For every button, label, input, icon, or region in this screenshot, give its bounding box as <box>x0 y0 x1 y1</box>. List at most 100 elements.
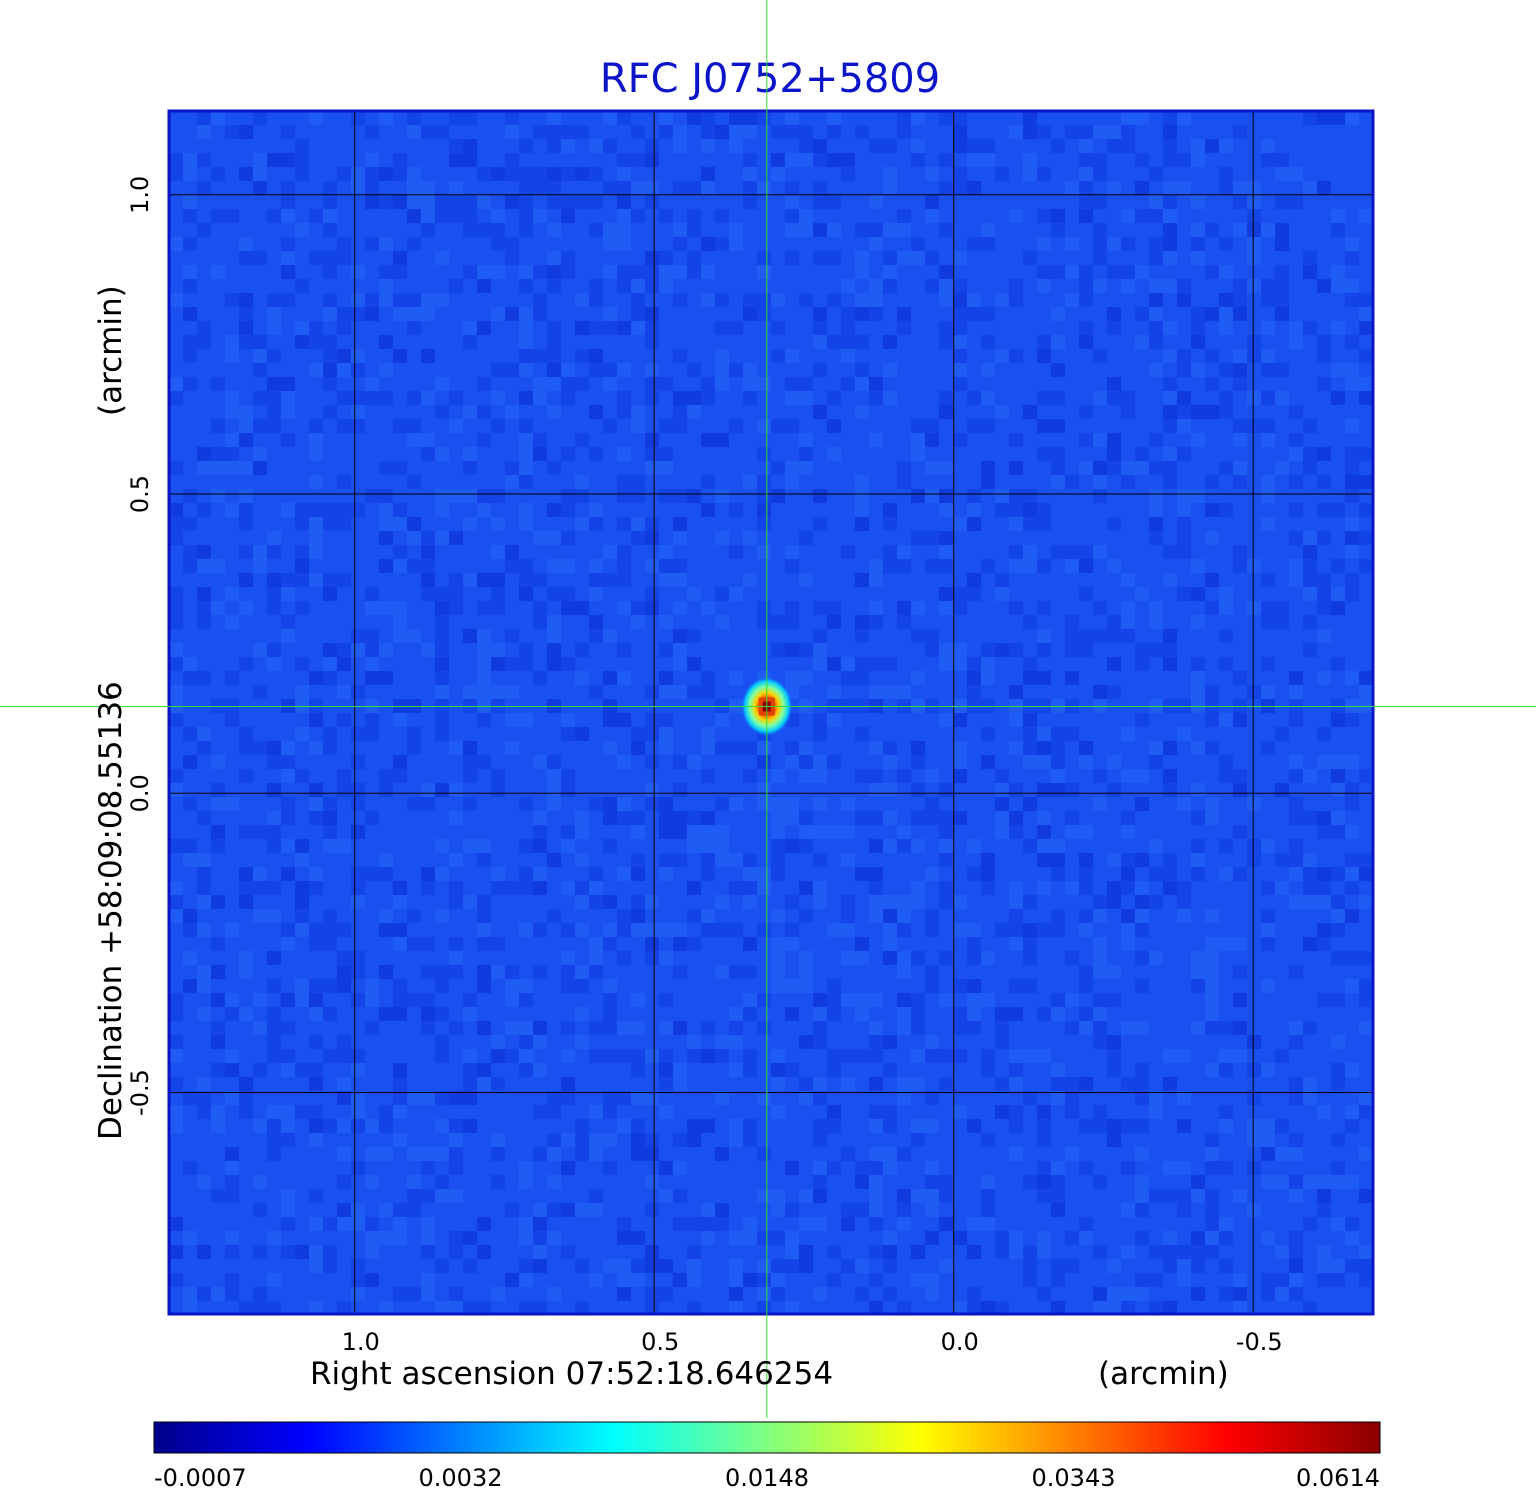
noise-cell <box>1345 1231 1359 1245</box>
noise-cell <box>1205 139 1219 153</box>
noise-cell <box>855 1049 869 1063</box>
noise-cell <box>1051 419 1065 433</box>
noise-cell <box>575 881 589 895</box>
noise-cell <box>757 111 771 125</box>
noise-cell <box>449 489 463 503</box>
noise-cell <box>505 559 519 573</box>
noise-cell <box>323 335 337 349</box>
noise-cell <box>351 1287 365 1301</box>
noise-cell <box>449 741 463 755</box>
noise-cell <box>1191 853 1205 867</box>
noise-cell <box>715 895 729 909</box>
noise-cell <box>1149 643 1163 657</box>
noise-cell <box>575 895 589 909</box>
noise-cell <box>365 601 379 615</box>
noise-cell <box>645 377 659 391</box>
noise-cell <box>253 391 267 405</box>
noise-cell <box>869 293 883 307</box>
noise-cell <box>673 1133 687 1147</box>
noise-cell <box>393 1007 407 1021</box>
noise-cell <box>1317 629 1331 643</box>
noise-cell <box>1121 111 1135 125</box>
noise-cell <box>631 125 645 139</box>
noise-cell <box>295 699 309 713</box>
noise-cell <box>379 489 393 503</box>
noise-cell <box>589 517 603 531</box>
noise-cell <box>1093 895 1107 909</box>
noise-cell <box>785 153 799 167</box>
noise-cell <box>1205 1217 1219 1231</box>
noise-cell <box>911 601 925 615</box>
noise-cell <box>1009 685 1023 699</box>
noise-cell <box>351 867 365 881</box>
noise-cell <box>1275 615 1289 629</box>
noise-cell <box>379 1105 393 1119</box>
noise-cell <box>1107 993 1121 1007</box>
noise-cell <box>533 167 547 181</box>
noise-cell <box>477 713 491 727</box>
noise-cell <box>323 517 337 531</box>
noise-cell <box>673 223 687 237</box>
noise-cell <box>855 671 869 685</box>
noise-cell <box>393 615 407 629</box>
noise-cell <box>1107 517 1121 531</box>
noise-cell <box>1107 1035 1121 1049</box>
noise-cell <box>211 601 225 615</box>
noise-cell <box>239 657 253 671</box>
noise-cell <box>519 713 533 727</box>
noise-cell <box>337 321 351 335</box>
noise-cell <box>1289 1189 1303 1203</box>
noise-cell <box>1191 559 1205 573</box>
noise-cell <box>1009 783 1023 797</box>
noise-cell <box>799 951 813 965</box>
noise-cell <box>897 895 911 909</box>
noise-cell <box>477 195 491 209</box>
noise-cell <box>897 111 911 125</box>
noise-cell <box>1359 1105 1373 1119</box>
noise-cell <box>183 951 197 965</box>
noise-cell <box>1177 419 1191 433</box>
noise-cell <box>967 951 981 965</box>
noise-cell <box>785 223 799 237</box>
noise-cell <box>1009 461 1023 475</box>
noise-cell <box>197 503 211 517</box>
noise-cell <box>1079 293 1093 307</box>
noise-cell <box>351 1259 365 1273</box>
noise-cell <box>407 111 421 125</box>
noise-cell <box>827 1049 841 1063</box>
noise-cell <box>169 153 183 167</box>
noise-cell <box>883 335 897 349</box>
noise-cell <box>617 713 631 727</box>
noise-cell <box>295 979 309 993</box>
noise-cell <box>1079 853 1093 867</box>
noise-cell <box>421 181 435 195</box>
noise-cell <box>729 237 743 251</box>
noise-cell <box>1065 993 1079 1007</box>
noise-cell <box>785 937 799 951</box>
noise-cell <box>309 419 323 433</box>
noise-cell <box>575 125 589 139</box>
noise-cell <box>365 629 379 643</box>
noise-cell <box>225 923 239 937</box>
noise-cell <box>169 685 183 699</box>
noise-cell <box>785 1245 799 1259</box>
x-axis-label: Right ascension 07:52:18.646254 <box>310 1356 833 1392</box>
noise-cell <box>1163 111 1177 125</box>
noise-cell <box>1345 979 1359 993</box>
noise-cell <box>1079 195 1093 209</box>
noise-cell <box>883 839 897 853</box>
noise-cell <box>617 111 631 125</box>
noise-cell <box>603 181 617 195</box>
noise-cell <box>813 153 827 167</box>
noise-cell <box>589 195 603 209</box>
noise-cell <box>1149 321 1163 335</box>
noise-cell <box>533 573 547 587</box>
noise-cell <box>925 1161 939 1175</box>
noise-cell <box>827 391 841 405</box>
noise-cell <box>757 741 771 755</box>
noise-cell <box>1247 1091 1261 1105</box>
noise-cell <box>1289 839 1303 853</box>
noise-cell <box>463 1063 477 1077</box>
noise-cell <box>421 125 435 139</box>
noise-cell <box>1065 1259 1079 1273</box>
